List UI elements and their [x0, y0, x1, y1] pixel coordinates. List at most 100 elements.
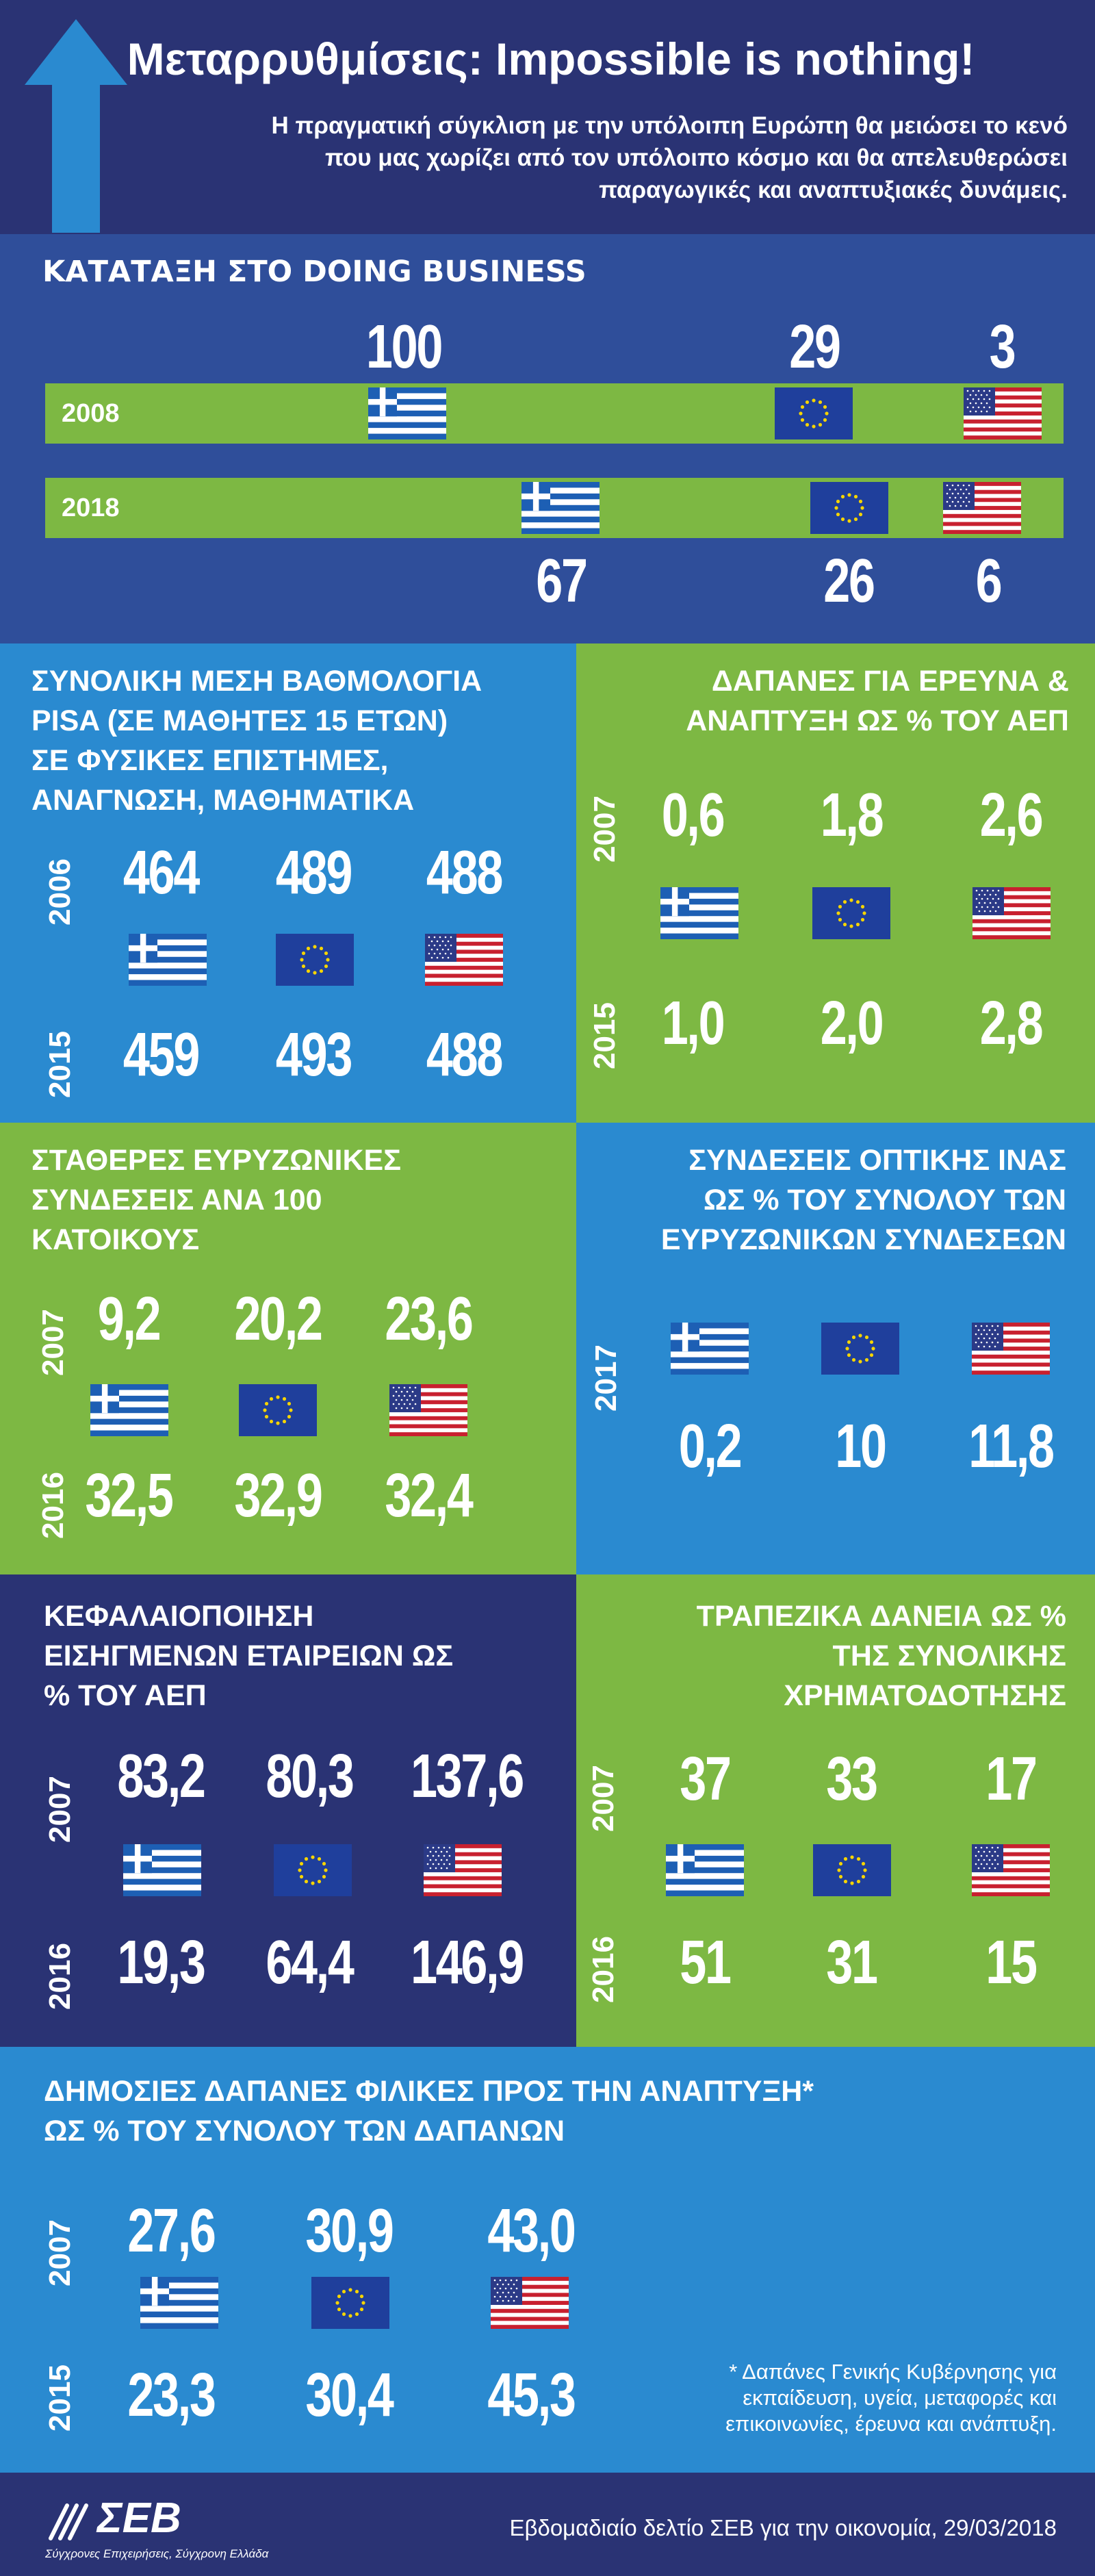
value-eu-2015: 30,4 — [305, 2361, 394, 2430]
value-greece-2007: 27,6 — [127, 2197, 216, 2265]
footnote-line: εκπαίδευση, υγεία, μεταφορές και — [743, 2386, 1057, 2410]
usa-flag-icon — [491, 2277, 569, 2329]
footnote-line: επικοινωνίες, έρευνα και ανάπτυξη. — [725, 2412, 1057, 2436]
public-spending-section: ΔΗΜΟΣΙΕΣ ΔΑΠΑΝΕΣ ΦΙΛΙΚΕΣ ΠΡΟΣ ΤΗΝ ΑΝΑΠΤΥ… — [0, 2047, 1095, 2473]
doing-business-section: ΚΑΤΑΤΑΞΗ ΣΤΟ DOING BUSINESS 100 29 3 200… — [0, 234, 1095, 643]
value-eu-2015: 493 — [275, 1021, 352, 1089]
year-label: 2007 — [587, 1765, 620, 1832]
year-label: 2015 — [43, 1031, 77, 1098]
usa-flag-icon — [964, 387, 1042, 439]
subtitle: Η πραγματική σύγκλιση με την υπόλοιπη Ευ… — [178, 110, 1068, 206]
title-line: ΕΥΡΥΖΩΝΙΚΩΝ ΣΥΝΔΕΣΕΩΝ — [660, 1223, 1066, 1256]
eu-flag-icon — [775, 387, 853, 439]
section-title: ΣΥΝΔΕΣΕΙΣ ΟΠΤΙΚΗΣ ΙΝΑΣ ΩΣ % ΤΟΥ ΣΥΝΟΛΟΥ … — [576, 1140, 1066, 1260]
pisa-section: ΣΥΝΟΛΙΚΗ ΜΕΣΗ ΒΑΘΜΟΛΟΓΙΑ PISA (ΣΕ ΜΑΘΗΤΕ… — [0, 643, 576, 1123]
value-greece-2007: 0,6 — [661, 781, 725, 850]
title-line: ΧΡΗΜΑΤΟΔΟΤΗΣΗΣ — [784, 1679, 1066, 1712]
bank-loans-section: ΤΡΑΠΕΖΙΚΑ ΔΑΝΕΙΑ ΩΣ % ΤΗΣ ΣΥΝΟΛΙΚΗΣ ΧΡΗΜ… — [576, 1574, 1095, 2047]
value-usa-2007: 17 — [985, 1745, 1038, 1813]
value-usa-2007: 43,0 — [487, 2197, 576, 2265]
fiber-section: ΣΥΝΔΕΣΕΙΣ ΟΠΤΙΚΗΣ ΙΝΑΣ ΩΣ % ΤΟΥ ΣΥΝΟΛΟΥ … — [576, 1123, 1095, 1574]
title-line: PISA (ΣΕ ΜΑΘΗΤΕΣ 15 ΕΤΩΝ) — [31, 704, 448, 737]
value-greece-2016: 19,3 — [117, 1928, 206, 1997]
year-label: 2007 — [36, 1309, 70, 1376]
greece-flag-icon — [129, 934, 207, 986]
usa-flag-icon — [943, 482, 1021, 534]
subtitle-line: που μας χωρίζει από τον υπόλοιπο κόσμο κ… — [325, 144, 1068, 171]
value-greece-2017: 0,2 — [678, 1412, 743, 1481]
value-greece-2015: 459 — [123, 1021, 200, 1089]
title-line: ΣΕ ΦΥΣΙΚΕΣ ΕΠΙΣΤΗΜΕΣ, — [31, 744, 389, 777]
eu-flag-icon — [274, 1844, 352, 1896]
eu-flag-icon — [239, 1384, 317, 1436]
section-title: ΣΤΑΘΕΡΕΣ ΕΥΡΥΖΩΝΙΚΕΣ ΣΥΝΔΕΣΕΙΣ ΑΝΑ 100 Κ… — [31, 1140, 401, 1260]
capitalization-section: ΚΕΦΑΛΑΙΟΠΟΙΗΣΗ ΕΙΣΗΓΜΕΝΩΝ ΕΤΑΙΡΕΙΩΝ ΩΣ %… — [0, 1574, 576, 2047]
year-label: 2018 — [62, 494, 120, 522]
section-title: ΚΑΤΑΤΑΞΗ ΣΤΟ DOING BUSINESS — [42, 255, 587, 289]
year-label: 2007 — [43, 2219, 77, 2286]
year-label: 2016 — [587, 1936, 620, 2003]
usa-flag-icon — [972, 887, 1051, 939]
seb-logo-icon — [49, 2503, 88, 2540]
year-label: 2015 — [43, 2364, 77, 2432]
value-usa-2015: 488 — [426, 1021, 503, 1089]
title-line: ΣΥΝΔΕΣΕΙΣ ΟΠΤΙΚΗΣ ΙΝΑΣ — [688, 1144, 1066, 1177]
title-line: ΔΑΠΑΝΕΣ ΓΙΑ ΕΡΕΥΝΑ & — [711, 665, 1069, 698]
value-greece-2016: 51 — [680, 1928, 732, 1997]
value-eu-2006: 489 — [275, 839, 352, 907]
bar-2018: 2018 — [45, 478, 1064, 538]
section-title: ΣΥΝΟΛΙΚΗ ΜΕΣΗ ΒΑΘΜΟΛΟΓΙΑ PISA (ΣΕ ΜΑΘΗΤΕ… — [31, 661, 482, 820]
section-title: ΤΡΑΠΕΖΙΚΑ ΔΑΝΕΙΑ ΩΣ % ΤΗΣ ΣΥΝΟΛΙΚΗΣ ΧΡΗΜ… — [576, 1596, 1066, 1716]
usa-flag-icon — [425, 934, 503, 986]
value-usa-2016: 146,9 — [411, 1928, 524, 1997]
value-eu-2007: 33 — [826, 1745, 878, 1813]
greece-flag-icon — [671, 1323, 749, 1375]
title-line: ΣΤΑΘΕΡΕΣ ΕΥΡΥΖΩΝΙΚΕΣ — [31, 1144, 402, 1177]
eu-flag-icon — [821, 1323, 899, 1375]
greece-flag-icon — [368, 387, 446, 439]
year-label: 2016 — [43, 1943, 77, 2010]
value-greece-2007: 9,2 — [97, 1285, 162, 1353]
value-usa-2018: 6 — [975, 547, 1003, 615]
usa-flag-icon — [389, 1384, 467, 1436]
greece-flag-icon — [140, 2277, 218, 2329]
bar-2008: 2008 — [45, 383, 1064, 444]
section-title: ΚΕΦΑΛΑΙΟΠΟΙΗΣΗ ΕΙΣΗΓΜΕΝΩΝ ΕΤΑΙΡΕΙΩΝ ΩΣ %… — [44, 1596, 453, 1716]
source-note: Εβδομαδιαίο δελτίο ΣΕΒ για την οικονομία… — [509, 2515, 1057, 2540]
value-greece-2016: 32,5 — [85, 1462, 174, 1530]
title-line: ΣΥΝΔΕΣΕΙΣ ΑΝΑ 100 — [31, 1184, 322, 1216]
value-usa-2007: 23,6 — [385, 1285, 474, 1353]
value-eu-2018: 26 — [823, 547, 875, 615]
title-line: ΩΣ % ΤΟΥ ΣΥΝΟΛΟΥ ΤΩΝ — [703, 1184, 1066, 1216]
greece-flag-icon — [666, 1844, 744, 1896]
year-label: 2006 — [43, 858, 77, 926]
logo-tagline: Σύγχρονες Επιχειρήσεις, Σύγχρονη Ελλάδα — [45, 2547, 269, 2560]
year-label: 2007 — [43, 1776, 77, 1843]
eu-flag-icon — [813, 1844, 891, 1896]
year-label: 2007 — [588, 795, 621, 863]
eu-flag-icon — [276, 934, 354, 986]
value-usa-2015: 2,8 — [979, 989, 1044, 1058]
up-arrow-icon — [25, 19, 127, 233]
value-eu-2007: 1,8 — [820, 781, 884, 850]
value-eu-2008: 29 — [789, 313, 841, 381]
broadband-section: ΣΤΑΘΕΡΕΣ ΕΥΡΥΖΩΝΙΚΕΣ ΣΥΝΔΕΣΕΙΣ ΑΝΑ 100 Κ… — [0, 1123, 576, 1574]
logo-text: ΣΕΒ — [97, 2495, 181, 2542]
title-line: ΔΗΜΟΣΙΕΣ ΔΑΠΑΝΕΣ ΦΙΛΙΚΕΣ ΠΡΟΣ ΤΗΝ ΑΝΑΠΤΥ… — [44, 2075, 814, 2108]
title-line: ΑΝΑΠΤΥΞΗ ΩΣ % ΤΟΥ ΑΕΠ — [686, 704, 1069, 737]
value-greece-2008: 100 — [365, 313, 443, 381]
year-label: 2008 — [62, 399, 120, 428]
title-line: % ΤΟΥ ΑΕΠ — [44, 1679, 207, 1712]
value-usa-2015: 45,3 — [487, 2361, 576, 2430]
eu-flag-icon — [812, 887, 890, 939]
footer: ΣΕΒ Σύγχρονες Επιχειρήσεις, Σύγχρονη Ελλ… — [0, 2473, 1095, 2576]
subtitle-line: παραγωγικές και αναπτυξιακές δυνάμεις. — [599, 177, 1068, 203]
value-usa-2016: 32,4 — [385, 1462, 474, 1530]
value-eu-2017: 10 — [835, 1412, 887, 1481]
section-title: ΔΗΜΟΣΙΕΣ ΔΑΠΑΝΕΣ ΦΙΛΙΚΕΣ ΠΡΟΣ ΤΗΝ ΑΝΑΠΤΥ… — [44, 2071, 814, 2151]
footnote-line: * Δαπάνες Γενικής Κυβέρνησης για — [729, 2360, 1057, 2384]
title-line: ΣΥΝΟΛΙΚΗ ΜΕΣΗ ΒΑΘΜΟΛΟΓΙΑ — [31, 665, 482, 698]
value-greece-2015: 1,0 — [661, 989, 725, 1058]
year-label: 2016 — [36, 1472, 70, 1539]
